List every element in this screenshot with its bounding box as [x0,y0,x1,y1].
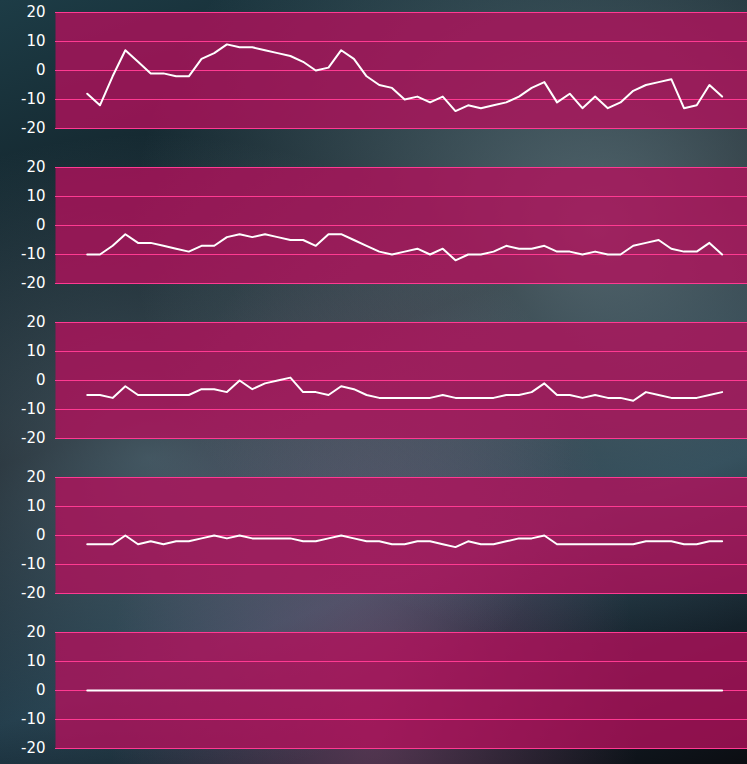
svg-text:10: 10 [26,497,45,515]
svg-text:-20: -20 [21,274,46,292]
svg-text:-10: -10 [21,710,46,728]
svg-text:0: 0 [36,61,46,79]
svg-text:0: 0 [36,526,46,544]
svg-text:20: 20 [26,3,45,21]
svg-text:10: 10 [26,652,45,670]
svg-text:20: 20 [26,468,45,486]
svg-text:-20: -20 [21,739,46,757]
svg-text:20: 20 [26,313,45,331]
svg-text:-10: -10 [21,400,46,418]
svg-text:-10: -10 [21,555,46,573]
svg-text:0: 0 [36,216,46,234]
svg-text:-20: -20 [21,119,46,137]
svg-text:10: 10 [26,187,45,205]
svg-text:10: 10 [26,342,45,360]
svg-text:-10: -10 [21,245,46,263]
svg-text:-20: -20 [21,429,46,447]
svg-text:-20: -20 [21,584,46,602]
svg-text:10: 10 [26,32,45,50]
svg-text:-10: -10 [21,90,46,108]
svg-text:0: 0 [36,371,46,389]
svg-text:20: 20 [26,623,45,641]
svg-text:0: 0 [36,681,46,699]
svg-text:20: 20 [26,158,45,176]
